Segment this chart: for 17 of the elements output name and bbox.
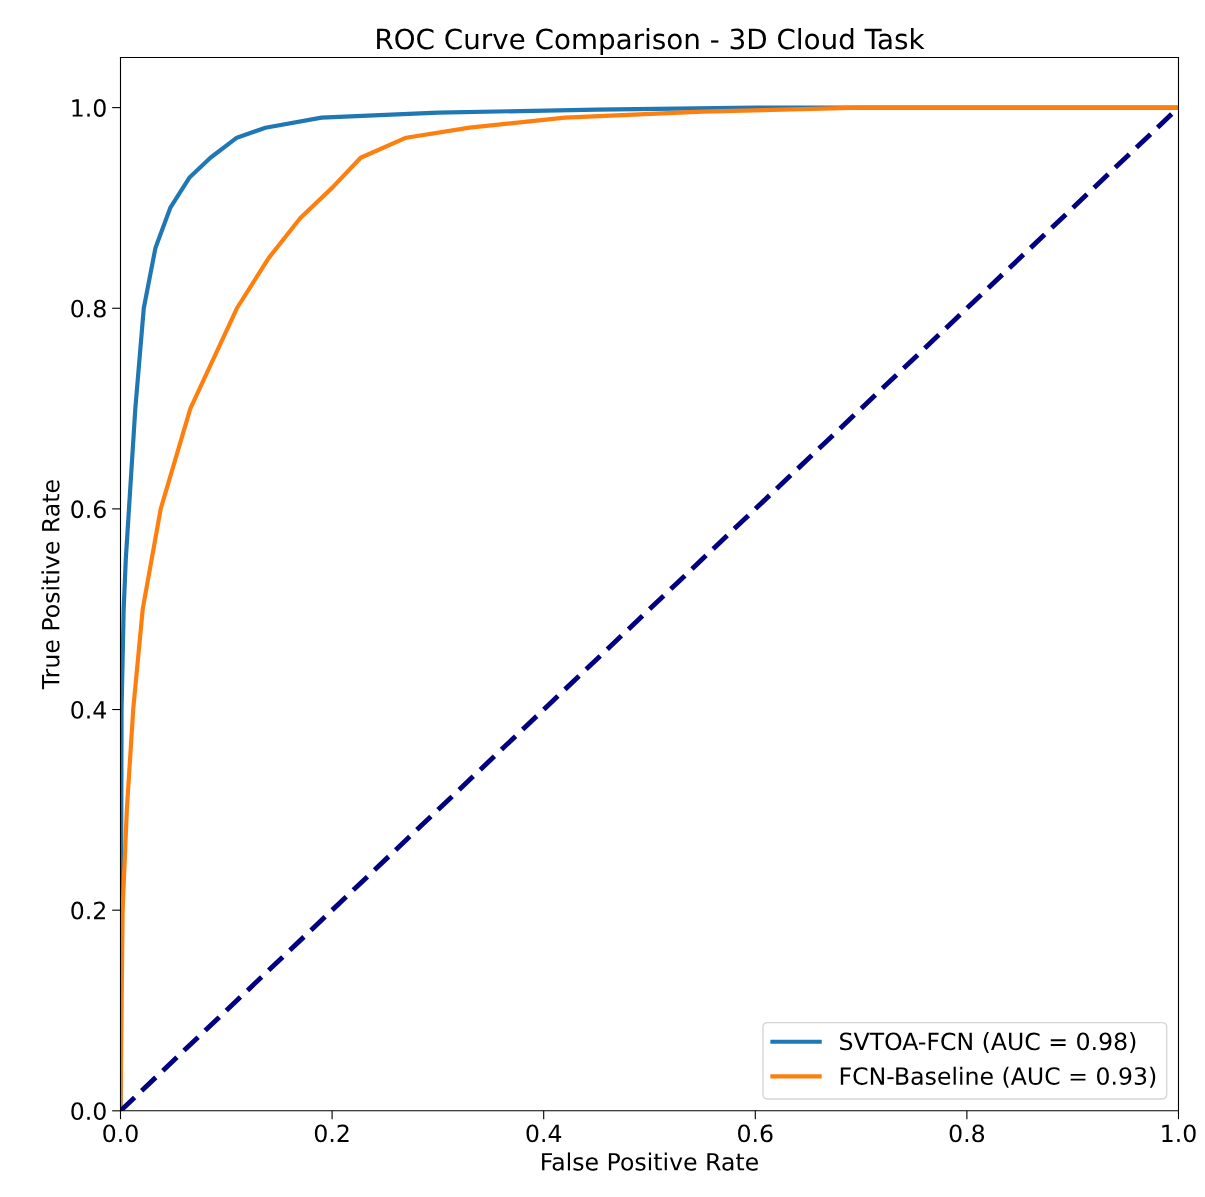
legend-label: FCN-Baseline (AUC = 0.93) [840,1066,1156,1088]
chart-title: ROC Curve Comparison - 3D Cloud Task [377,28,925,55]
x-tick-label: 0.2 [314,1124,349,1143]
y-tick-label: 0.0 [71,1102,106,1121]
legend-label: SVTOA-FCN (AUC = 0.98) [840,1032,1136,1054]
x-tick-label: 1.0 [1162,1124,1196,1143]
x-tick-label: 0.6 [738,1124,773,1143]
y-tick-label: 1.0 [72,99,106,117]
x-tick-label: 0.4 [526,1124,562,1143]
y-tick-label: 0.8 [71,299,106,318]
y-axis-title: True Positive Rate [41,480,60,690]
y-tick-label: 0.2 [71,901,105,920]
x-tick-label: 0.0 [103,1124,138,1143]
x-tick-label: 0.8 [949,1124,985,1143]
y-tick-label: 0.4 [71,700,106,719]
y-tick-label: 0.6 [71,500,106,519]
x-axis-title: False Positive Rate [542,1152,758,1171]
